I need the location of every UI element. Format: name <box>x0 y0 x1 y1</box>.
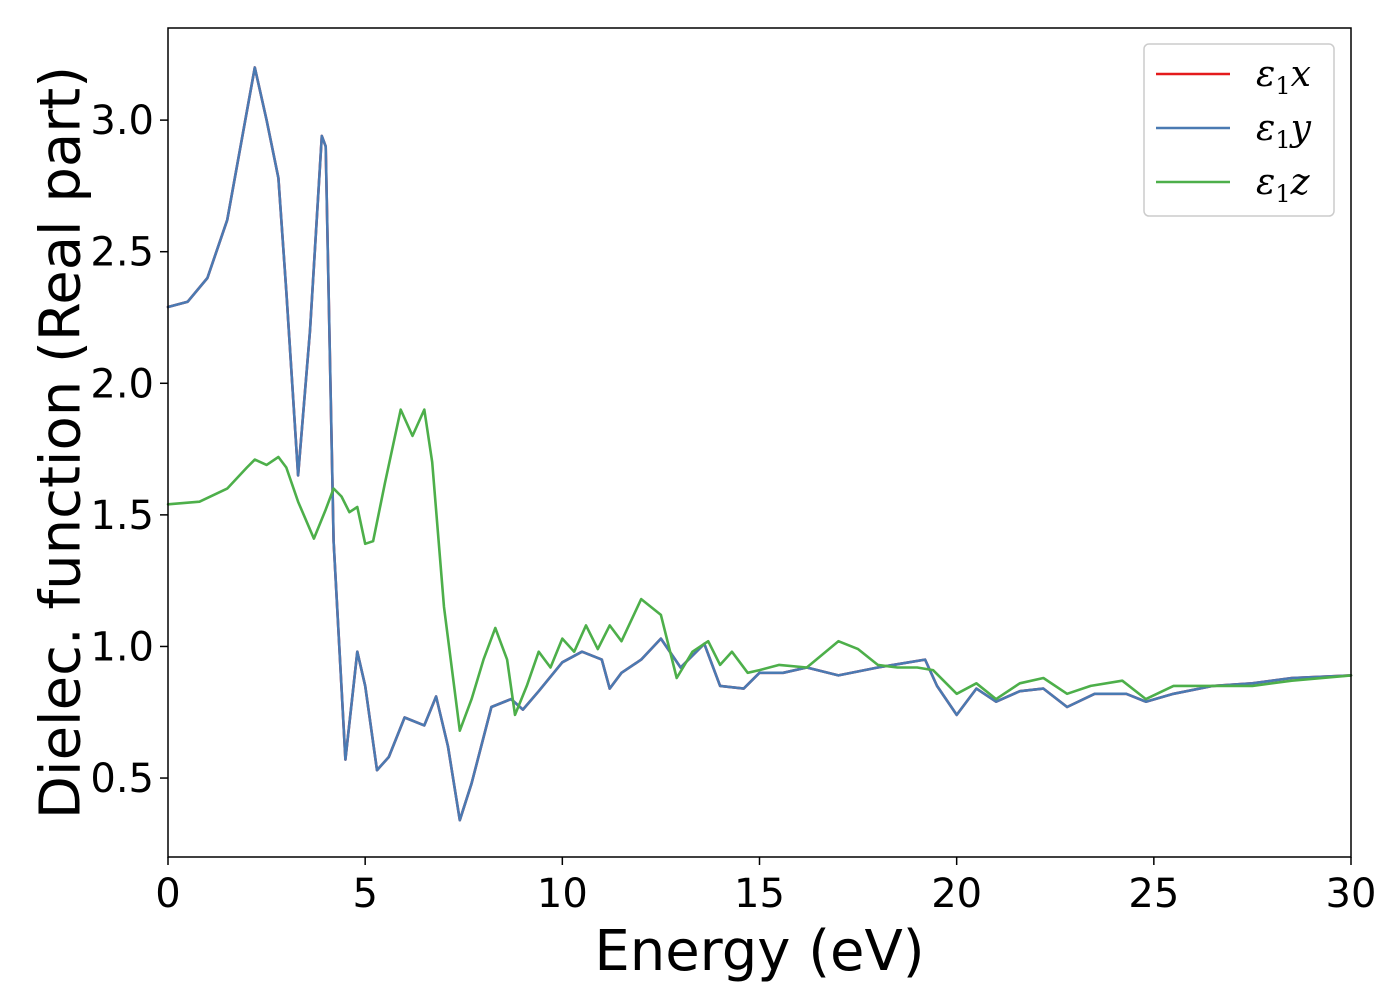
series-line-z <box>166 408 1353 732</box>
x-tick-label: 25 <box>1128 871 1179 917</box>
x-tick-label: 20 <box>931 871 982 917</box>
x-axis-ticks: 0 5 10 15 20 25 30 <box>155 857 1376 917</box>
y-tick-label: 1.5 <box>90 493 154 539</box>
plot-series <box>166 66 1353 822</box>
series-line-y <box>166 66 1353 822</box>
y-axis-ticks: 0.5 1.0 1.5 2.0 2.5 3.0 <box>90 98 168 802</box>
x-tick-label: 10 <box>537 871 588 917</box>
legend-box <box>1143 43 1335 217</box>
plot-frame <box>167 27 1352 858</box>
x-tick-label: 15 <box>734 871 785 917</box>
y-tick-label: 1.0 <box>90 624 154 670</box>
x-tick-label: 5 <box>352 871 377 917</box>
legend: ε1x ε1y ε1z <box>1143 43 1335 217</box>
y-tick-label: 0.5 <box>90 756 154 802</box>
y-tick-label: 2.5 <box>90 230 154 276</box>
legend-label-x: ε1x <box>1256 54 1311 100</box>
x-tick-label: 30 <box>1326 871 1377 917</box>
y-tick-label: 3.0 <box>90 98 154 144</box>
y-axis-label: Dielec. function (Real part) <box>29 66 94 819</box>
x-axis-label: Energy (eV) <box>594 919 924 984</box>
y-tick-label: 2.0 <box>90 361 154 407</box>
x-tick-label: 0 <box>155 871 180 917</box>
legend-label-y: ε1y <box>1256 108 1312 154</box>
legend-label-z: ε1z <box>1256 162 1311 208</box>
